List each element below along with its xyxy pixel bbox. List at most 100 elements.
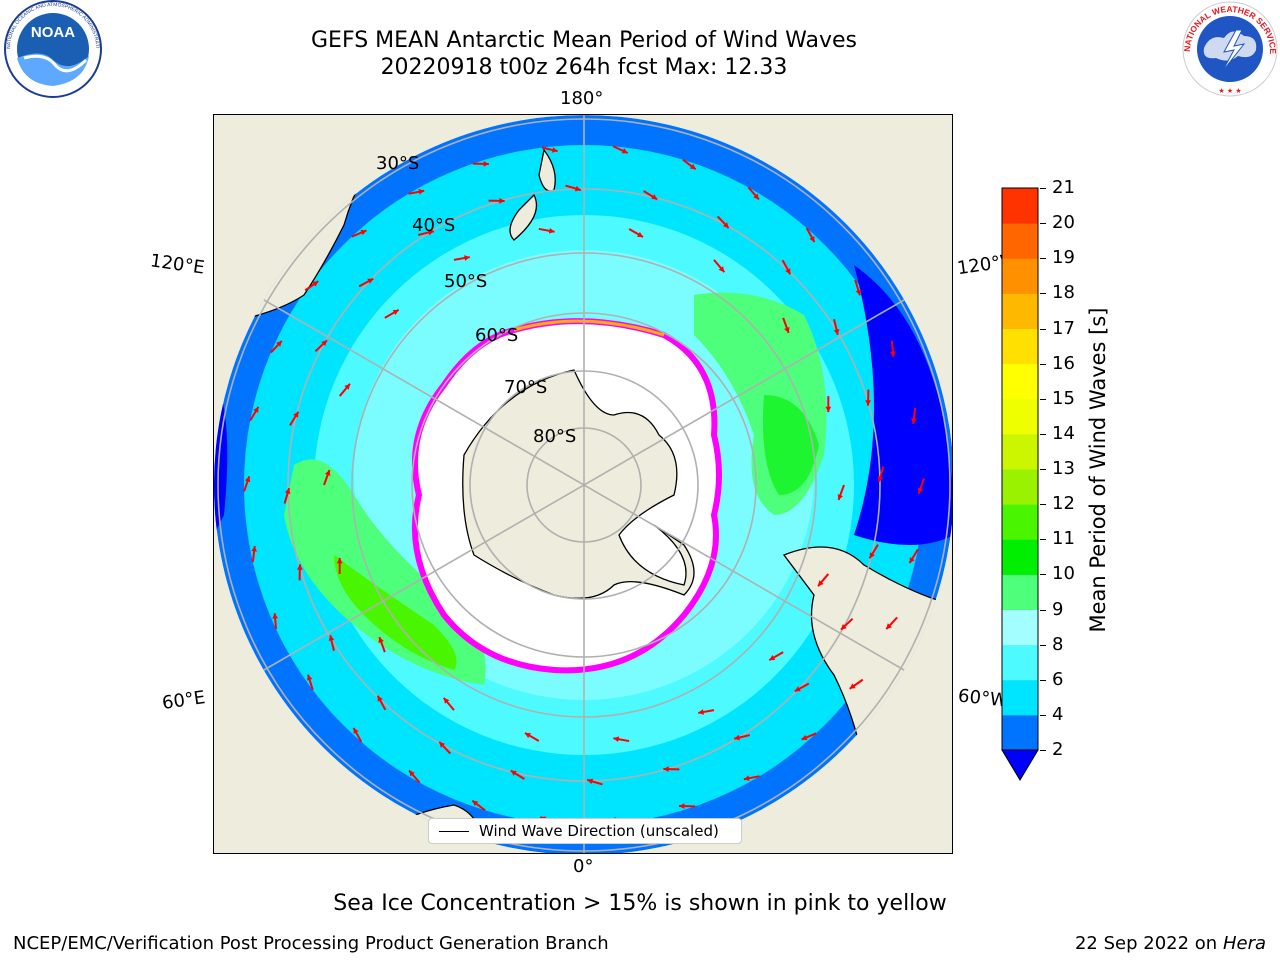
wave-direction-arrowhead xyxy=(344,383,350,390)
wave-direction-arrowhead xyxy=(734,734,740,741)
wave-direction-arrowhead xyxy=(769,654,776,661)
wave-direction-arrowhead xyxy=(753,193,759,200)
wave-direction-arrowhead xyxy=(272,613,278,619)
wave-direction-arrowhead xyxy=(849,683,856,689)
wave-direction-arrowhead xyxy=(464,255,470,261)
nws-logo: NATIONAL WEATHER SERVICE ★ ★ ★ xyxy=(1180,0,1280,100)
wave-direction-arrowhead xyxy=(548,227,555,234)
wave-direction-arrowhead xyxy=(392,309,399,316)
colorbar-tick-label: 19 xyxy=(1052,247,1075,269)
colorbar-tick-mark xyxy=(1040,539,1046,541)
wave-direction-arrowhead xyxy=(499,197,505,204)
wave-direction-arrowhead xyxy=(869,552,875,559)
wave-direction-arrowhead xyxy=(336,557,343,564)
polar-map-svg: 30°S 40°S 50°S 60°S 70°S 80°S xyxy=(214,115,952,853)
colorbar-tick-mark xyxy=(1040,293,1046,295)
wave-direction-arrowhead xyxy=(911,418,917,424)
wave-direction-arrowhead xyxy=(296,564,303,570)
colorbar-segment xyxy=(1002,679,1038,716)
wave-direction-arrowhead xyxy=(890,351,896,357)
colorbar-tick-mark xyxy=(1040,574,1046,576)
wave-direction-arrowhead xyxy=(510,770,517,776)
wave-direction-arrowhead xyxy=(409,770,415,777)
lon-label-180: 180° xyxy=(560,88,604,109)
wave-direction-arrowhead xyxy=(689,163,696,170)
colorbar xyxy=(1000,186,1040,786)
map-title: GEFS MEAN Antarctic Mean Period of Wind … xyxy=(311,28,857,53)
colorbar-segment xyxy=(1002,363,1038,400)
colorbar-tick-mark xyxy=(1040,679,1046,681)
colorbar-tick-label: 12 xyxy=(1052,493,1075,515)
wave-direction-arrowhead xyxy=(353,727,359,734)
colorbar-segment xyxy=(1002,574,1038,610)
wave-direction-arrowhead xyxy=(306,674,313,681)
colorbar-segment xyxy=(1002,469,1038,505)
colorbar-tick-label: 18 xyxy=(1052,282,1075,304)
colorbar-tick-mark xyxy=(1040,188,1046,189)
colorbar-tick-mark xyxy=(1040,609,1046,611)
wave-direction-arrowhead xyxy=(276,340,282,347)
wave-direction-arrowhead xyxy=(818,580,824,587)
wave-direction-arrowhead xyxy=(663,766,669,773)
colorbar-segment xyxy=(1002,504,1038,540)
polar-map: 30°S 40°S 50°S 60°S 70°S 80°S xyxy=(213,114,953,854)
wind-wave-direction-arrows xyxy=(243,145,925,825)
colorbar-extend-triangle xyxy=(1001,749,1039,781)
wave-direction-arrowhead xyxy=(833,329,840,335)
period-band-10-11-ne xyxy=(763,395,819,495)
wave-direction-arrowhead xyxy=(244,476,251,483)
wave-direction-arrowhead xyxy=(886,623,892,630)
lat-label-40s: 40°S xyxy=(412,215,455,236)
wave-direction-arrowhead xyxy=(613,736,620,743)
colorbar-tick-mark xyxy=(1040,433,1046,435)
wave-direction-arrowhead xyxy=(801,734,808,741)
wave-direction-arrowhead xyxy=(378,637,384,644)
colorbar-tick-mark xyxy=(1040,750,1046,751)
wave-direction-arrowhead xyxy=(377,695,383,702)
wave-direction-arrowhead xyxy=(784,326,790,333)
wave-direction-arrowhead xyxy=(321,340,328,347)
wave-direction-arrowhead xyxy=(909,557,915,564)
wave-direction-arrowhead xyxy=(324,469,331,476)
wave-direction-arrowhead xyxy=(367,278,374,284)
wave-direction-arrowhead xyxy=(293,411,299,418)
colorbar-tick-mark xyxy=(1040,469,1046,470)
wave-direction-arrowhead xyxy=(312,281,319,287)
footer-branch: NCEP/EMC/Verification Post Processing Pr… xyxy=(13,933,609,954)
lon-label-120e: 120°E xyxy=(148,250,206,279)
wave-direction-arrowhead xyxy=(253,406,259,413)
colorbar-tick-label: 2 xyxy=(1052,739,1064,760)
lon-label-0: 0° xyxy=(573,856,594,877)
lat-label-70s: 70°S xyxy=(504,377,547,398)
lat-label-30s: 30°S xyxy=(376,153,419,174)
footer-date-text: 22 Sep 2022 on xyxy=(1074,933,1218,954)
colorbar-tick-label: 20 xyxy=(1052,212,1075,234)
colorbar-tick-label: 8 xyxy=(1052,633,1064,655)
wave-direction-arrowhead xyxy=(865,400,872,406)
wave-direction-arrowhead xyxy=(722,222,729,229)
map-subtitle: 20220918 t00z 264h fcst Max: 12.33 xyxy=(380,55,788,80)
colorbar-tick-label: 17 xyxy=(1052,317,1075,339)
wave-direction-arrowhead xyxy=(698,709,704,715)
colorbar-segment xyxy=(1002,433,1038,470)
wave-direction-arrowhead xyxy=(360,229,367,236)
colorbar-segment xyxy=(1002,258,1038,294)
colorbar-tick-mark xyxy=(1040,223,1046,225)
colorbar-tick-label: 9 xyxy=(1052,598,1064,620)
colorbar-segment xyxy=(1002,644,1038,681)
wave-direction-arrowhead xyxy=(837,494,844,501)
lat-label-80s: 80°S xyxy=(533,426,576,447)
colorbar-tick-label: 16 xyxy=(1052,352,1075,374)
colorbar-tick-mark xyxy=(1040,328,1046,330)
wave-direction-arrowhead xyxy=(679,803,685,810)
colorbar-segment xyxy=(1002,539,1038,575)
legend-label: Wind Wave Direction (unscaled) xyxy=(479,822,719,840)
wave-direction-arrowhead xyxy=(251,546,257,552)
wave-direction-arrowhead xyxy=(794,686,801,692)
colorbar-tick-label: 4 xyxy=(1052,703,1064,725)
map-legend: Wind Wave Direction (unscaled) xyxy=(428,818,742,844)
colorbar-segment xyxy=(1002,293,1038,329)
colorbar-tick-mark xyxy=(1040,258,1046,260)
lat-label-50s: 50°S xyxy=(444,271,487,292)
wave-direction-arrowhead xyxy=(574,185,581,192)
